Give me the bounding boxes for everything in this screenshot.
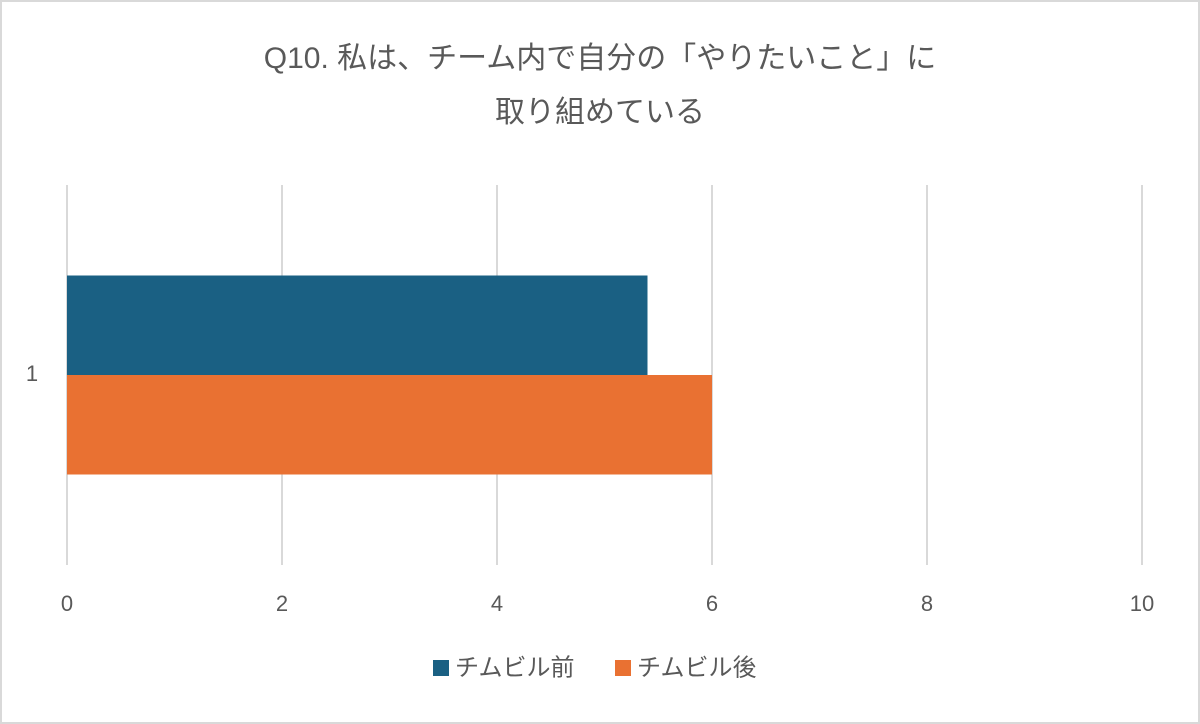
- legend-swatch: [433, 660, 449, 676]
- bar: [67, 375, 712, 475]
- x-tick-label: 4: [491, 591, 503, 616]
- x-tick-label: 0: [61, 591, 73, 616]
- chart-title: Q10. 私は、チーム内で自分の「やりたいこと」に: [264, 42, 936, 75]
- x-tick-label: 8: [921, 591, 933, 616]
- bar: [67, 275, 648, 375]
- y-tick-label: 1: [26, 361, 38, 386]
- x-tick-label: 10: [1130, 591, 1154, 616]
- legend-label: チムビル後: [637, 654, 757, 681]
- x-tick-label: 6: [706, 591, 718, 616]
- legend-label: チムビル前: [455, 654, 575, 681]
- x-tick-label: 2: [276, 591, 288, 616]
- chart-title: 取り組めている: [495, 96, 705, 129]
- legend-swatch: [615, 660, 631, 676]
